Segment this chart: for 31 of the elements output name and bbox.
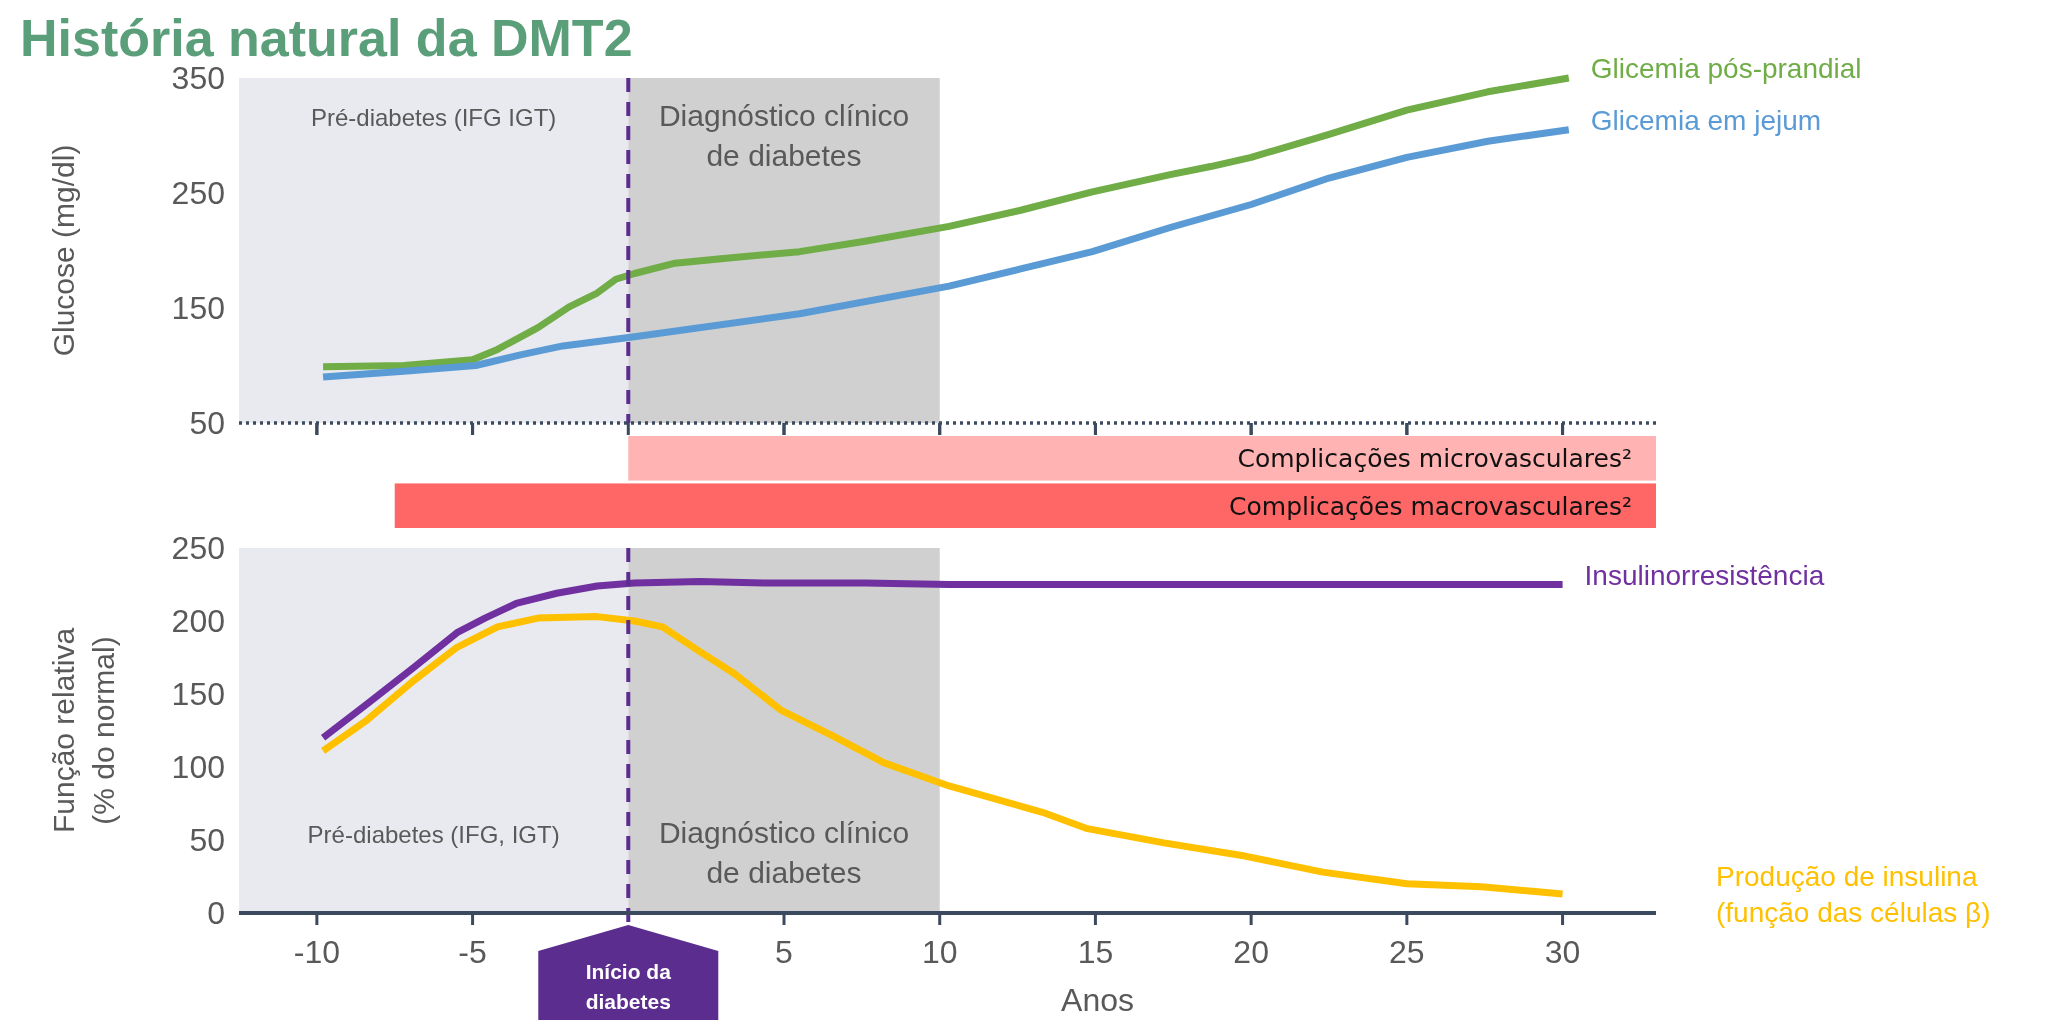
y-tick-label: 200 bbox=[171, 603, 225, 639]
x-tick-label: 25 bbox=[1389, 934, 1425, 970]
band-label: Pré-diabetes (IFG, IGT) bbox=[307, 821, 560, 848]
y-tick-label: 50 bbox=[189, 405, 225, 441]
series-label: Insulinorresistência bbox=[1584, 559, 1825, 591]
y-tick-label: 150 bbox=[171, 676, 225, 712]
text: Produção de insulina (função das células β) bbox=[1716, 861, 1991, 929]
y-axis-title: Função relativa (% do normal) bbox=[47, 627, 120, 834]
y-tick-label: 250 bbox=[171, 175, 225, 211]
y-tick-label: 150 bbox=[171, 290, 225, 326]
y-tick-label: 250 bbox=[171, 530, 225, 566]
y-tick-label: 50 bbox=[189, 822, 225, 858]
x-tick-label: 5 bbox=[775, 934, 793, 970]
y-tick-label: 0 bbox=[207, 895, 225, 931]
category-label: Complicações macrovasculares² bbox=[1229, 491, 1632, 521]
category-label: Complicações microvasculares² bbox=[1237, 444, 1632, 474]
x-tick-label: 20 bbox=[1233, 934, 1269, 970]
band-label: Pré-diabetes (IFG IGT) bbox=[310, 104, 557, 131]
series-label: Glicemia pós-prandial bbox=[1590, 53, 1862, 84]
x-tick-label: -10 bbox=[293, 934, 340, 970]
x-tick-label: -5 bbox=[458, 934, 487, 970]
band-label: Diagnóstico clínico de diabetes bbox=[658, 99, 910, 172]
band-label: Diagnóstico clínico de diabetes bbox=[658, 816, 910, 889]
x-tick-label: 30 bbox=[1544, 934, 1581, 970]
ref-line-label: Início da diabetes bbox=[585, 960, 672, 1013]
series-label: Glicemia em jejum bbox=[1590, 104, 1822, 136]
y-axis-title: Glucose (mg/dl) bbox=[47, 144, 80, 357]
y-tick-label: 100 bbox=[171, 749, 225, 785]
x-axis-title: Anos bbox=[1061, 982, 1134, 1018]
x-tick-label: 10 bbox=[921, 934, 958, 970]
x-tick-label: 15 bbox=[1077, 934, 1114, 970]
